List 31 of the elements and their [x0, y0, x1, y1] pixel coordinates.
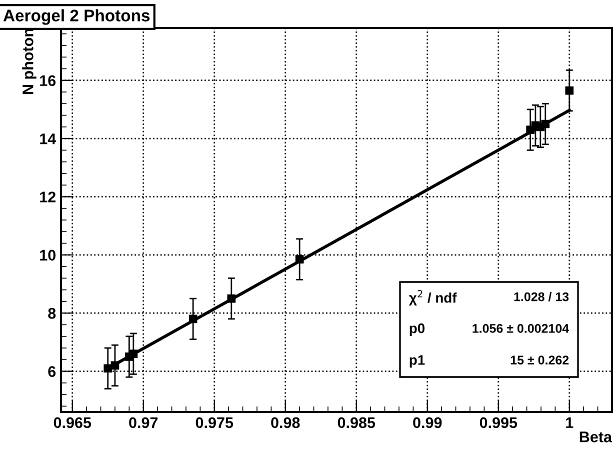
y-tick-label: 6: [48, 366, 56, 377]
x-tick-label: 0.985: [338, 417, 376, 428]
annotation: p1: [410, 355, 425, 368]
point: [541, 120, 550, 128]
x-axis-title: Beta: [580, 432, 612, 442]
point: [104, 364, 112, 373]
x-tick-label: 0.965: [54, 417, 92, 428]
annotation: 1.028 / 13: [514, 292, 569, 302]
annotation: 15 ± 0.262: [510, 356, 569, 365]
x-tick-label: 0.995: [480, 417, 518, 428]
y-tick-label: 16: [40, 75, 56, 86]
x-tick-label: 0.97: [129, 417, 158, 428]
point: [295, 255, 304, 264]
y-tick-label: 8: [48, 308, 56, 319]
y-tick-label: 14: [40, 134, 56, 144]
x-tick-label: 0.98: [271, 417, 300, 428]
point: [188, 314, 198, 324]
point: [110, 361, 120, 370]
point: [565, 86, 574, 95]
x-tick-label: 1: [566, 417, 574, 428]
annotation: p0: [410, 323, 425, 336]
point: [129, 350, 138, 358]
annotation: χ$^{2}$ / ndf: [408, 290, 457, 306]
chart-title: Aerogel 2 Photons: [3, 9, 150, 25]
annotation: 1.056 ± 0.002104: [472, 324, 570, 333]
x-tick-label: 0.975: [196, 417, 234, 428]
point: [227, 294, 236, 303]
x-tick-label: 0.99: [413, 417, 442, 428]
y-axis-title: N photon: [22, 28, 36, 94]
y-tick-label: 12: [40, 192, 56, 202]
y-tick-label: 10: [40, 250, 56, 261]
